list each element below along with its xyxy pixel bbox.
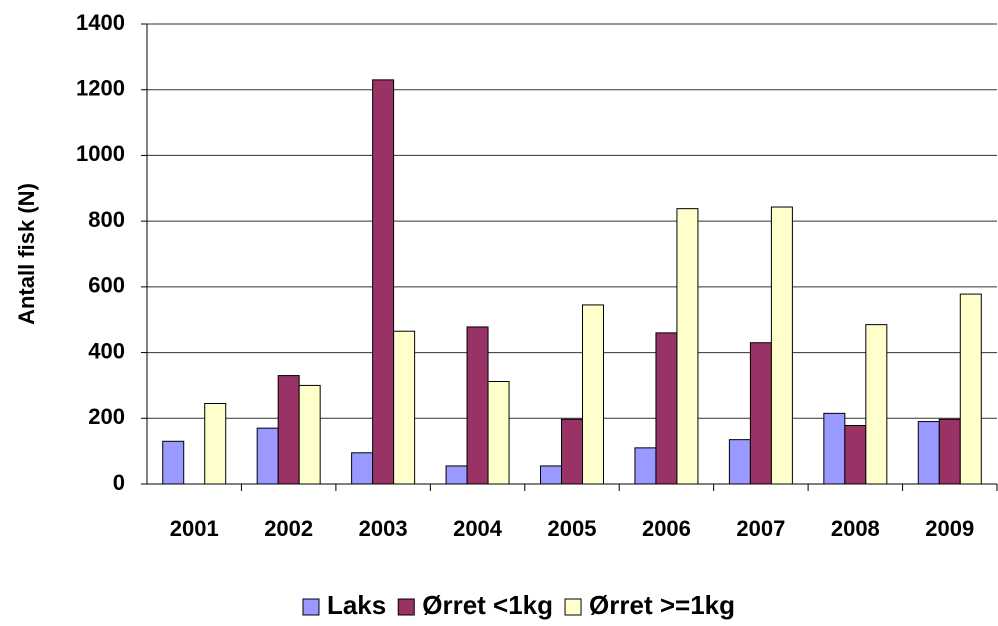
bar [487,380,510,485]
legend-swatch [397,598,415,616]
legend-label: Ørret <1kg [422,590,553,620]
y-axis-label: Antall fisk (N) [14,183,39,325]
bar [844,425,867,485]
y-tick-label: 200 [88,404,125,429]
bar [655,332,678,485]
legend-swatch [564,598,582,616]
bar [204,403,227,485]
bar [959,293,982,485]
bar [445,465,468,485]
bar [393,330,416,485]
bar [466,326,489,485]
x-tick-label: 2008 [831,516,880,541]
legend-label: Ørret >=1kg [589,590,735,620]
bar [917,421,940,485]
bar [865,324,888,485]
y-tick-label: 0 [113,470,125,495]
x-tick-label: 2004 [453,516,503,541]
bar [634,447,657,485]
bar [582,304,604,485]
bar [277,375,300,485]
bar [749,342,772,485]
bar [938,418,961,485]
bar [256,427,279,485]
y-tick-label: 1000 [76,141,125,166]
x-tick-label: 2003 [359,516,408,541]
bar [823,412,846,485]
x-tick-label: 2009 [925,516,974,541]
bar [561,418,583,485]
bar [372,79,395,485]
x-tick-label: 2006 [642,516,691,541]
x-tick-label: 2001 [170,516,219,541]
legend-swatch [302,598,320,616]
x-tick-label: 2005 [548,516,597,541]
x-tick-label: 2002 [264,516,313,541]
bar [770,206,793,485]
y-tick-label: 1400 [76,10,125,35]
bar [540,465,562,485]
y-tick-label: 1200 [76,76,125,101]
bar [162,440,185,485]
legend-label: Laks [327,590,386,620]
x-tick-label: 2007 [736,516,785,541]
bar [728,439,751,485]
bar [676,208,699,485]
bar [298,384,321,485]
y-tick-label: 600 [88,273,125,298]
y-tick-label: 800 [88,207,125,232]
y-tick-label: 400 [88,338,125,363]
bar [351,452,374,485]
